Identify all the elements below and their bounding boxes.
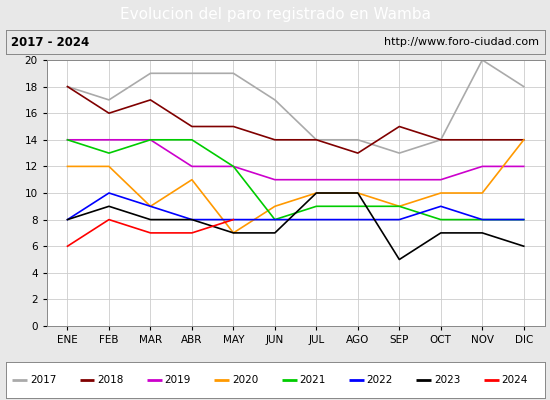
Text: 2017: 2017 bbox=[30, 375, 56, 385]
Text: 2024: 2024 bbox=[502, 375, 528, 385]
Text: http://www.foro-ciudad.com: http://www.foro-ciudad.com bbox=[384, 37, 539, 47]
Text: 2017 - 2024: 2017 - 2024 bbox=[11, 36, 89, 48]
Text: 2019: 2019 bbox=[164, 375, 191, 385]
Text: 2018: 2018 bbox=[97, 375, 124, 385]
Text: 2020: 2020 bbox=[232, 375, 258, 385]
Text: 2022: 2022 bbox=[367, 375, 393, 385]
Text: 2023: 2023 bbox=[434, 375, 460, 385]
Text: Evolucion del paro registrado en Wamba: Evolucion del paro registrado en Wamba bbox=[119, 8, 431, 22]
Text: 2021: 2021 bbox=[299, 375, 326, 385]
